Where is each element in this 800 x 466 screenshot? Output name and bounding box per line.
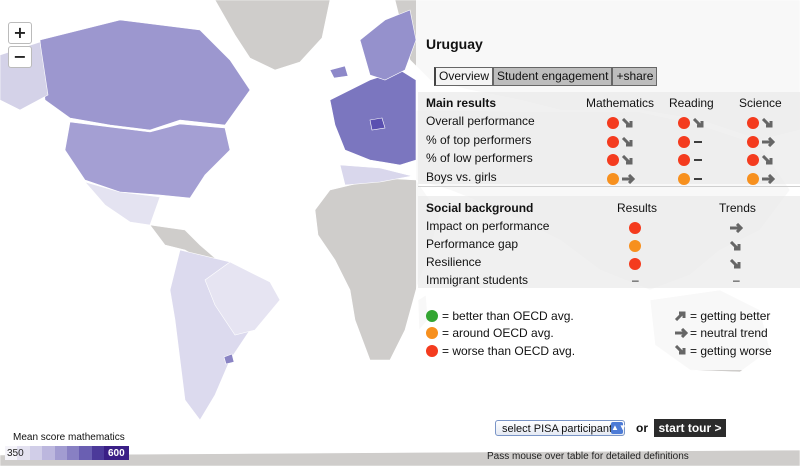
- arrow-right-icon: [762, 136, 775, 147]
- arrow-down-icon: [621, 155, 633, 165]
- map-brazil: [204, 261, 281, 336]
- col-reading: Reading: [669, 96, 714, 110]
- zoom-out-button[interactable]: −: [8, 46, 32, 68]
- red-result-dot: [747, 135, 759, 148]
- col-results: Results: [617, 201, 658, 215]
- arrow-down-icon: [674, 345, 686, 355]
- orange-result-dot: [607, 172, 619, 185]
- panel-tabs: Overview Student engagement +share: [434, 67, 658, 86]
- map-usa: [64, 121, 231, 199]
- red-result-dot: [629, 222, 641, 234]
- col-trends: Trends: [719, 201, 756, 215]
- social-row-label: Immigrant students: [426, 273, 529, 287]
- red-result-dot: [607, 154, 619, 166]
- social-row-label: Impact on performance: [426, 219, 550, 233]
- social-header-row: Social background: [426, 201, 786, 219]
- arrow-right-icon: [762, 173, 775, 184]
- scale-max: 600: [108, 448, 125, 459]
- social-background-band: [418, 196, 800, 288]
- country-name: Uruguay: [426, 36, 483, 52]
- col-science: Science: [739, 96, 782, 110]
- dash-icon: [694, 159, 702, 161]
- main-row-label: % of low performers: [426, 151, 533, 165]
- divider: [418, 186, 800, 187]
- tab-overview[interactable]: Overview: [434, 67, 494, 86]
- arrow-right-icon: [675, 328, 688, 338]
- orange-result-dot: [629, 240, 641, 252]
- scale-title: Mean score mathematics: [13, 432, 125, 443]
- arrow-up-icon: [674, 311, 686, 321]
- social-row-label: Resilience: [426, 255, 482, 269]
- dash-icon: [694, 177, 702, 180]
- select-caret-icon: ▲▼: [611, 422, 627, 434]
- zoom-in-button[interactable]: +: [8, 22, 32, 44]
- map-scandinavia: [359, 9, 417, 81]
- social-background-title: Social background: [426, 201, 534, 215]
- arrow-down-icon: [692, 118, 704, 128]
- trend-dash: –: [733, 273, 740, 287]
- map-mexico: [84, 181, 161, 226]
- legend-better: = better than OECD avg.: [442, 309, 574, 323]
- dash-icon: [694, 140, 702, 143]
- tab-student-engagement[interactable]: Student engagement: [493, 67, 613, 86]
- arrow-right-icon: [730, 223, 743, 233]
- or-label: or: [636, 421, 648, 435]
- participant-select[interactable]: select PISA participant ▲▼: [495, 420, 627, 436]
- red-result-dot: [678, 117, 690, 129]
- arrow-down-icon: [761, 118, 773, 128]
- social-row-label: Performance gap: [426, 237, 519, 251]
- legend-orange-dot: [426, 327, 438, 339]
- result-dash: –: [632, 273, 639, 287]
- legend-getting-worse: = getting worse: [690, 344, 772, 358]
- legend-green-dot: [426, 310, 438, 322]
- legend-red-dot: [426, 345, 438, 357]
- orange-result-dot: [678, 172, 690, 185]
- map-canada: [39, 19, 251, 131]
- color-scale: [5, 446, 130, 460]
- map-europe: [329, 69, 417, 166]
- main-results-header-row: Main results: [426, 96, 786, 114]
- arrow-down-icon: [621, 136, 633, 146]
- map-greenland: [214, 0, 331, 71]
- hint-text: Pass mouse over table for detailed defin…: [487, 451, 689, 462]
- main-row-label: % of top performers: [426, 132, 532, 147]
- scale-min: 350: [7, 448, 24, 459]
- arrow-down-icon: [761, 155, 773, 165]
- red-result-dot: [607, 117, 619, 129]
- country-info-panel: [416, 0, 800, 370]
- red-result-dot: [678, 154, 690, 166]
- main-row-label: Overall performance: [426, 114, 535, 128]
- main-results-title: Main results: [426, 96, 497, 110]
- legend-neutral-trend: = neutral trend: [690, 326, 768, 340]
- red-result-dot: [747, 117, 759, 129]
- tab-share[interactable]: +share: [612, 67, 658, 86]
- legend-getting-better: = getting better: [690, 309, 771, 323]
- map-uruguay: [223, 353, 235, 365]
- red-result-dot: [629, 258, 641, 270]
- arrow-down-icon: [729, 241, 741, 251]
- col-mathematics: Mathematics: [586, 96, 655, 110]
- red-result-dot: [678, 135, 690, 148]
- participant-select-label: select PISA participant: [502, 423, 613, 435]
- arrow-down-icon: [621, 118, 633, 128]
- legend-worse: = worse than OECD avg.: [442, 344, 576, 358]
- start-tour-button[interactable]: start tour >: [654, 419, 726, 437]
- legend-around: = around OECD avg.: [442, 326, 554, 340]
- orange-result-dot: [747, 172, 759, 185]
- red-result-dot: [607, 135, 619, 148]
- main-row-label: Boys vs. girls: [426, 169, 497, 184]
- arrow-down-icon: [729, 259, 741, 269]
- red-result-dot: [747, 154, 759, 166]
- arrow-right-icon: [622, 173, 635, 184]
